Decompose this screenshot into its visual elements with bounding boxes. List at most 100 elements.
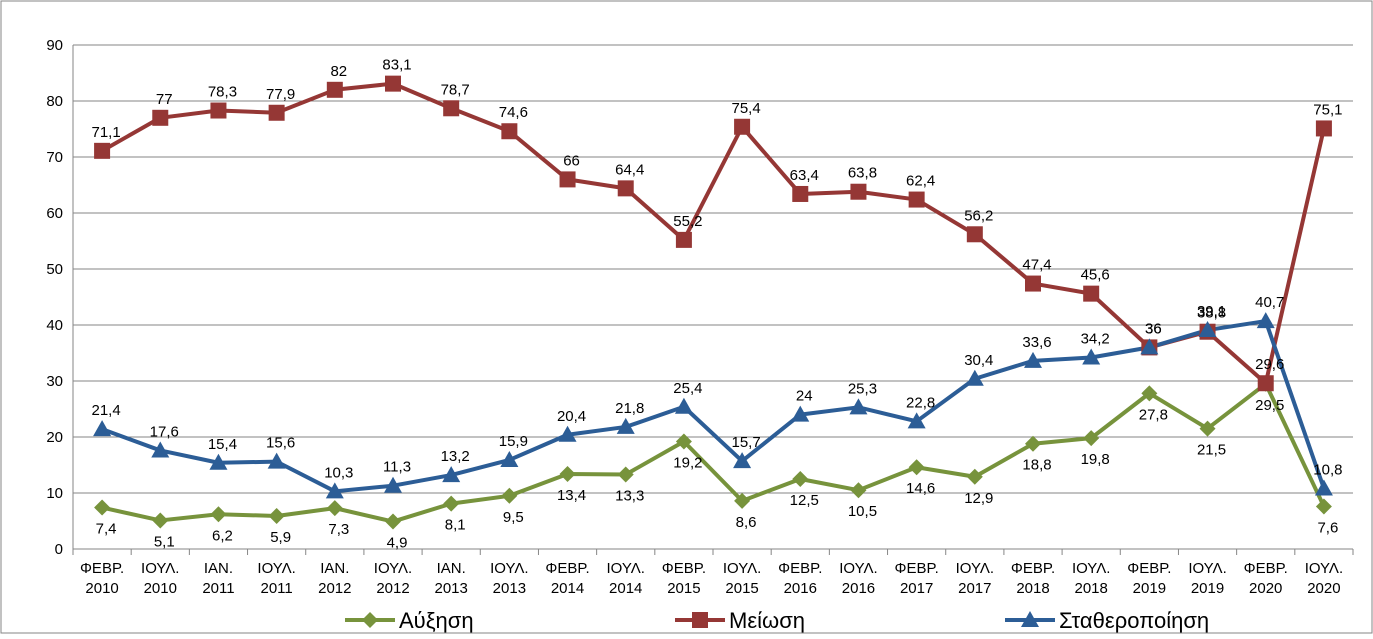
marker <box>210 102 227 119</box>
marker <box>1025 275 1041 292</box>
marker <box>791 405 810 422</box>
series-line <box>101 381 1326 524</box>
data-label: 19,2 <box>673 454 702 471</box>
marker <box>1021 611 1039 627</box>
data-label: 20,4 <box>557 408 586 425</box>
marker <box>617 466 634 483</box>
x-tick-label: ΦΕΒΡ. <box>895 560 939 577</box>
marker <box>501 487 518 504</box>
marker <box>1199 420 1216 437</box>
data-label: 25,3 <box>848 380 877 397</box>
x-tick-label: ΙΟΥΛ. <box>1305 560 1343 577</box>
x-tick-label: 2019 <box>1191 580 1224 597</box>
marker <box>384 476 402 493</box>
marker <box>1315 498 1332 515</box>
data-label: 29,6 <box>1255 356 1284 373</box>
y-tick-label: 10 <box>46 485 63 502</box>
x-tick-label: ΙΟΥΛ. <box>490 560 528 577</box>
data-label: 10,8 <box>1313 462 1342 479</box>
marker <box>907 412 926 429</box>
x-tick-label: 2017 <box>958 580 991 597</box>
marker <box>1198 321 1217 338</box>
marker <box>442 466 461 483</box>
marker <box>443 100 460 117</box>
marker <box>268 104 285 121</box>
data-label: 27,8 <box>1139 406 1168 423</box>
data-label: 66 <box>563 152 580 169</box>
data-label: 15,7 <box>731 434 760 451</box>
marker <box>325 482 344 499</box>
marker <box>385 513 401 530</box>
marker <box>734 118 751 135</box>
marker <box>850 482 867 499</box>
data-label: 10,3 <box>324 464 353 481</box>
marker <box>559 465 576 482</box>
legend-label: Σταθεροποίηση <box>1059 608 1209 633</box>
data-label: 5,9 <box>270 529 291 546</box>
marker <box>326 500 343 517</box>
data-label: 24 <box>796 388 813 405</box>
marker <box>93 420 112 437</box>
data-label: 75,4 <box>731 100 760 117</box>
y-tick-label: 50 <box>46 261 63 278</box>
data-label: 77 <box>156 91 173 108</box>
x-tick-label: 2014 <box>609 580 642 597</box>
marker <box>326 81 343 98</box>
marker <box>908 459 925 476</box>
data-label: 15,6 <box>266 435 295 452</box>
marker <box>210 506 227 523</box>
x-tick-label: 2019 <box>1133 580 1166 597</box>
data-label: 38,8 <box>1197 305 1226 322</box>
x-tick-label: 2011 <box>261 580 293 597</box>
x-tick-label: ΙΟΥΛ. <box>839 560 877 577</box>
x-tick-label: 2010 <box>144 580 177 597</box>
data-label: 78,7 <box>441 81 470 98</box>
data-label: 9,5 <box>503 509 524 526</box>
x-tick-label: ΙΟΥΛ. <box>257 560 295 577</box>
marker <box>617 180 634 197</box>
x-tick-label: ΙΟΥΛ. <box>141 560 179 577</box>
marker <box>675 433 692 450</box>
marker <box>385 75 401 92</box>
data-label: 4,9 <box>387 535 408 552</box>
marker <box>1083 285 1100 302</box>
y-tick-label: 80 <box>46 93 63 110</box>
data-label: 21,8 <box>615 400 644 417</box>
data-label: 45,6 <box>1081 267 1110 284</box>
x-tick-label: 2017 <box>900 580 933 597</box>
x-tick-label: ΙΑΝ. <box>320 560 349 577</box>
marker <box>1314 479 1333 496</box>
x-tick-label: 2020 <box>1307 580 1340 597</box>
data-label: 82 <box>330 63 347 80</box>
data-label: 30,4 <box>964 352 993 369</box>
x-tick-label: 2018 <box>1016 580 1049 597</box>
data-label: 71,1 <box>91 124 120 141</box>
marker <box>501 123 518 140</box>
data-label: 34,2 <box>1081 330 1110 347</box>
marker <box>1082 348 1101 365</box>
x-tick-label: ΦΕΒΡ. <box>1127 560 1171 577</box>
marker <box>734 492 751 509</box>
data-label: 10,5 <box>848 503 877 520</box>
marker <box>1315 120 1332 137</box>
marker <box>152 512 169 529</box>
marker <box>616 417 635 434</box>
data-label: 7,3 <box>328 521 349 538</box>
data-label: 62,4 <box>906 173 935 190</box>
marker <box>1025 435 1041 452</box>
data-label: 18,8 <box>1022 457 1051 474</box>
marker <box>559 171 576 188</box>
marker <box>1083 430 1100 447</box>
data-label: 5,1 <box>154 533 175 550</box>
x-tick-label: 2013 <box>434 580 467 597</box>
data-label: 77,9 <box>266 86 295 103</box>
marker <box>692 612 708 628</box>
data-label: 8,6 <box>736 514 757 531</box>
data-label: 36 <box>1145 320 1162 337</box>
marker <box>152 109 169 126</box>
data-label: 13,2 <box>441 448 470 465</box>
x-tick-label: 2020 <box>1249 580 1282 597</box>
legend-label: Αύξηση <box>399 608 474 633</box>
x-tick-label: 2013 <box>493 580 526 597</box>
marker <box>1257 375 1274 392</box>
